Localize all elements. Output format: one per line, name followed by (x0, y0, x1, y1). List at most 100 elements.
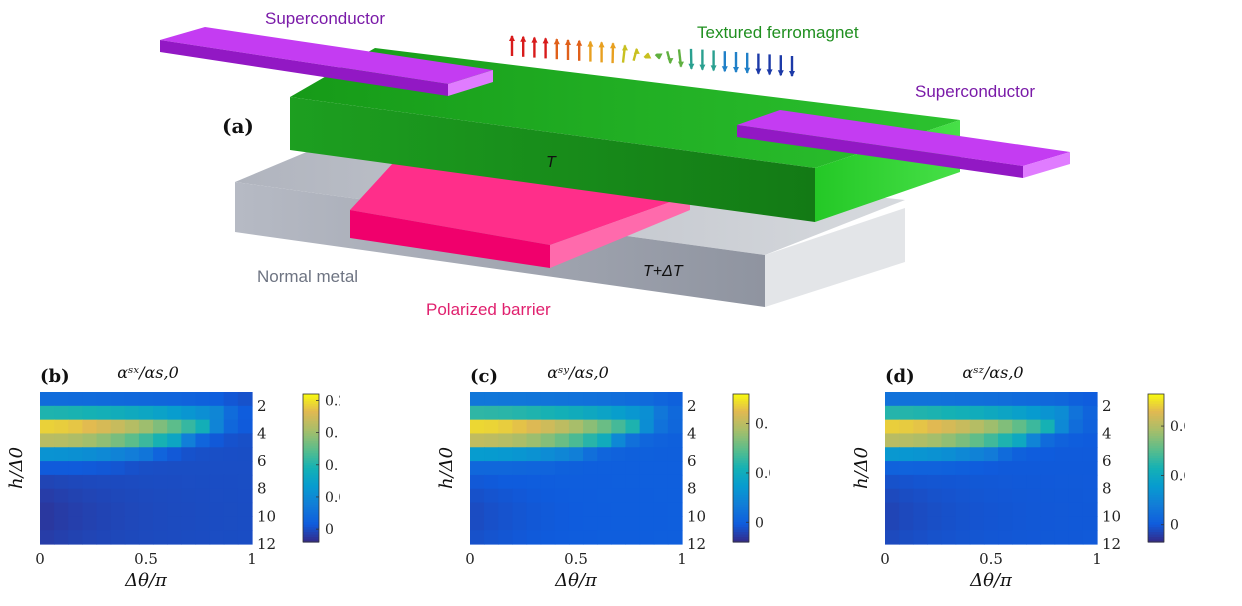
heatmap-panel-c: (c) αˢʸ/αs,0 h/Δ0 2 4 6 8 10 12 0 0.5 1 Δθ/π 0.1 0.05 0 (436, 363, 770, 591)
colorbar-segment (1148, 445, 1164, 449)
colorbar-segment (733, 433, 749, 437)
heatmap-title: αˢˣ/αs,0 (117, 363, 179, 382)
heatmap-cell (512, 461, 528, 476)
heatmap-cell (1026, 516, 1042, 531)
heatmap-cell (913, 433, 928, 448)
heatmap-cell (611, 461, 627, 476)
heatmap-cell (96, 474, 112, 490)
colorbar-segment (733, 497, 749, 501)
spin-arrowhead (645, 52, 652, 59)
colorbar-segment (733, 416, 749, 420)
heatmap-cell (237, 502, 253, 517)
colorbar-segment (1148, 398, 1164, 402)
heatmap-cell (1026, 502, 1042, 517)
heatmap-cell (969, 405, 985, 421)
colorbar-segment (733, 472, 749, 476)
colorbar-segment (733, 394, 749, 398)
heatmap-cell (484, 502, 499, 517)
heatmap-cell (167, 488, 182, 504)
colorbar-tick-label: 0 (1170, 518, 1179, 534)
heatmap-cell (40, 461, 55, 476)
y-tick-label: 12 (1102, 535, 1121, 553)
heatmap-cell (526, 530, 542, 545)
colorbar-segment (1148, 465, 1164, 469)
heatmap-cell (639, 502, 655, 517)
heatmap-cell (195, 461, 211, 476)
colorbar-frame (1147, 393, 1165, 543)
heatmap-cell (955, 447, 971, 462)
heatmap-cell (470, 461, 485, 476)
heatmap-cell (983, 447, 999, 462)
heatmap-cell (998, 488, 1013, 504)
heatmap-cell (983, 488, 999, 504)
heatmap-cell (969, 502, 985, 517)
heatmap-cell (195, 516, 211, 531)
heatmap-cell (983, 530, 999, 545)
heatmap-cell (554, 447, 570, 462)
colorbar-segment (733, 418, 749, 422)
heatmap-cell (96, 447, 112, 462)
y-tick-label: 12 (257, 535, 276, 553)
colorbar-segment (303, 431, 319, 435)
heatmap-cell (498, 392, 513, 407)
panel-label: (c) (470, 366, 498, 387)
colorbar-segment (1148, 524, 1164, 528)
colorbar-segment (1148, 433, 1164, 437)
heatmap-cell (998, 474, 1013, 490)
heatmap-cell (885, 474, 900, 490)
heatmap-cell (1026, 419, 1042, 435)
heatmap-cell (498, 419, 513, 435)
heatmap-cell (153, 461, 168, 476)
heatmap-cell (209, 502, 225, 517)
heatmap-cell (927, 488, 943, 504)
heatmap-cell (554, 474, 570, 490)
heatmap-cell (167, 419, 182, 435)
heatmap-cell (54, 474, 69, 490)
heatmap-cell (885, 502, 900, 517)
colorbar-segment (1148, 435, 1164, 439)
y-tick-label: 8 (257, 480, 267, 498)
heatmap-cell (68, 419, 83, 435)
heatmap-cell (1082, 530, 1098, 545)
heatmap-cell (927, 516, 943, 531)
heatmap-cell (498, 461, 513, 476)
heatmap-cell (40, 516, 55, 531)
colorbar-segment (1148, 512, 1164, 516)
heatmap-cell (899, 461, 914, 476)
heatmap-cell (913, 447, 928, 462)
heatmap-cell (237, 530, 253, 545)
colorbar: 0.04 0.02 0 (1147, 393, 1185, 543)
heatmap-cell (68, 488, 83, 504)
colorbar-segment (303, 529, 319, 533)
colorbar-segment (733, 524, 749, 528)
y-tick-label: 2 (687, 397, 697, 415)
heatmap-cell (124, 502, 140, 517)
heatmap-cell (941, 461, 957, 476)
heatmap-cell (913, 516, 928, 531)
heatmap-cell (512, 516, 528, 531)
heatmap-cell (583, 530, 598, 545)
colorbar-segment (303, 458, 319, 462)
heatmap-cell (913, 392, 928, 407)
colorbar-segment (733, 512, 749, 516)
heatmap-cell (583, 392, 598, 407)
heatmap-title: αˢʸ/αs,0 (547, 363, 609, 382)
heatmap-cell (167, 461, 182, 476)
heatmap-cell (498, 502, 513, 517)
heatmap-cell (653, 474, 669, 490)
heatmap-cell (983, 461, 999, 476)
heatmap-cell (927, 419, 943, 435)
colorbar-segment (303, 413, 319, 417)
heatmap-cell (223, 488, 239, 504)
heatmap-cell (583, 447, 598, 462)
colorbar-segment (1148, 514, 1164, 518)
colorbar-segment (733, 403, 749, 407)
heatmap-cell (899, 405, 914, 421)
heatmap-cell (899, 392, 914, 407)
heatmap-cell (470, 488, 485, 504)
heatmap-cell (583, 419, 598, 435)
heatmap-cell (653, 405, 669, 421)
heatmap-cell (998, 447, 1013, 462)
heatmap-cell (540, 392, 556, 407)
heatmap-cell (470, 433, 485, 448)
